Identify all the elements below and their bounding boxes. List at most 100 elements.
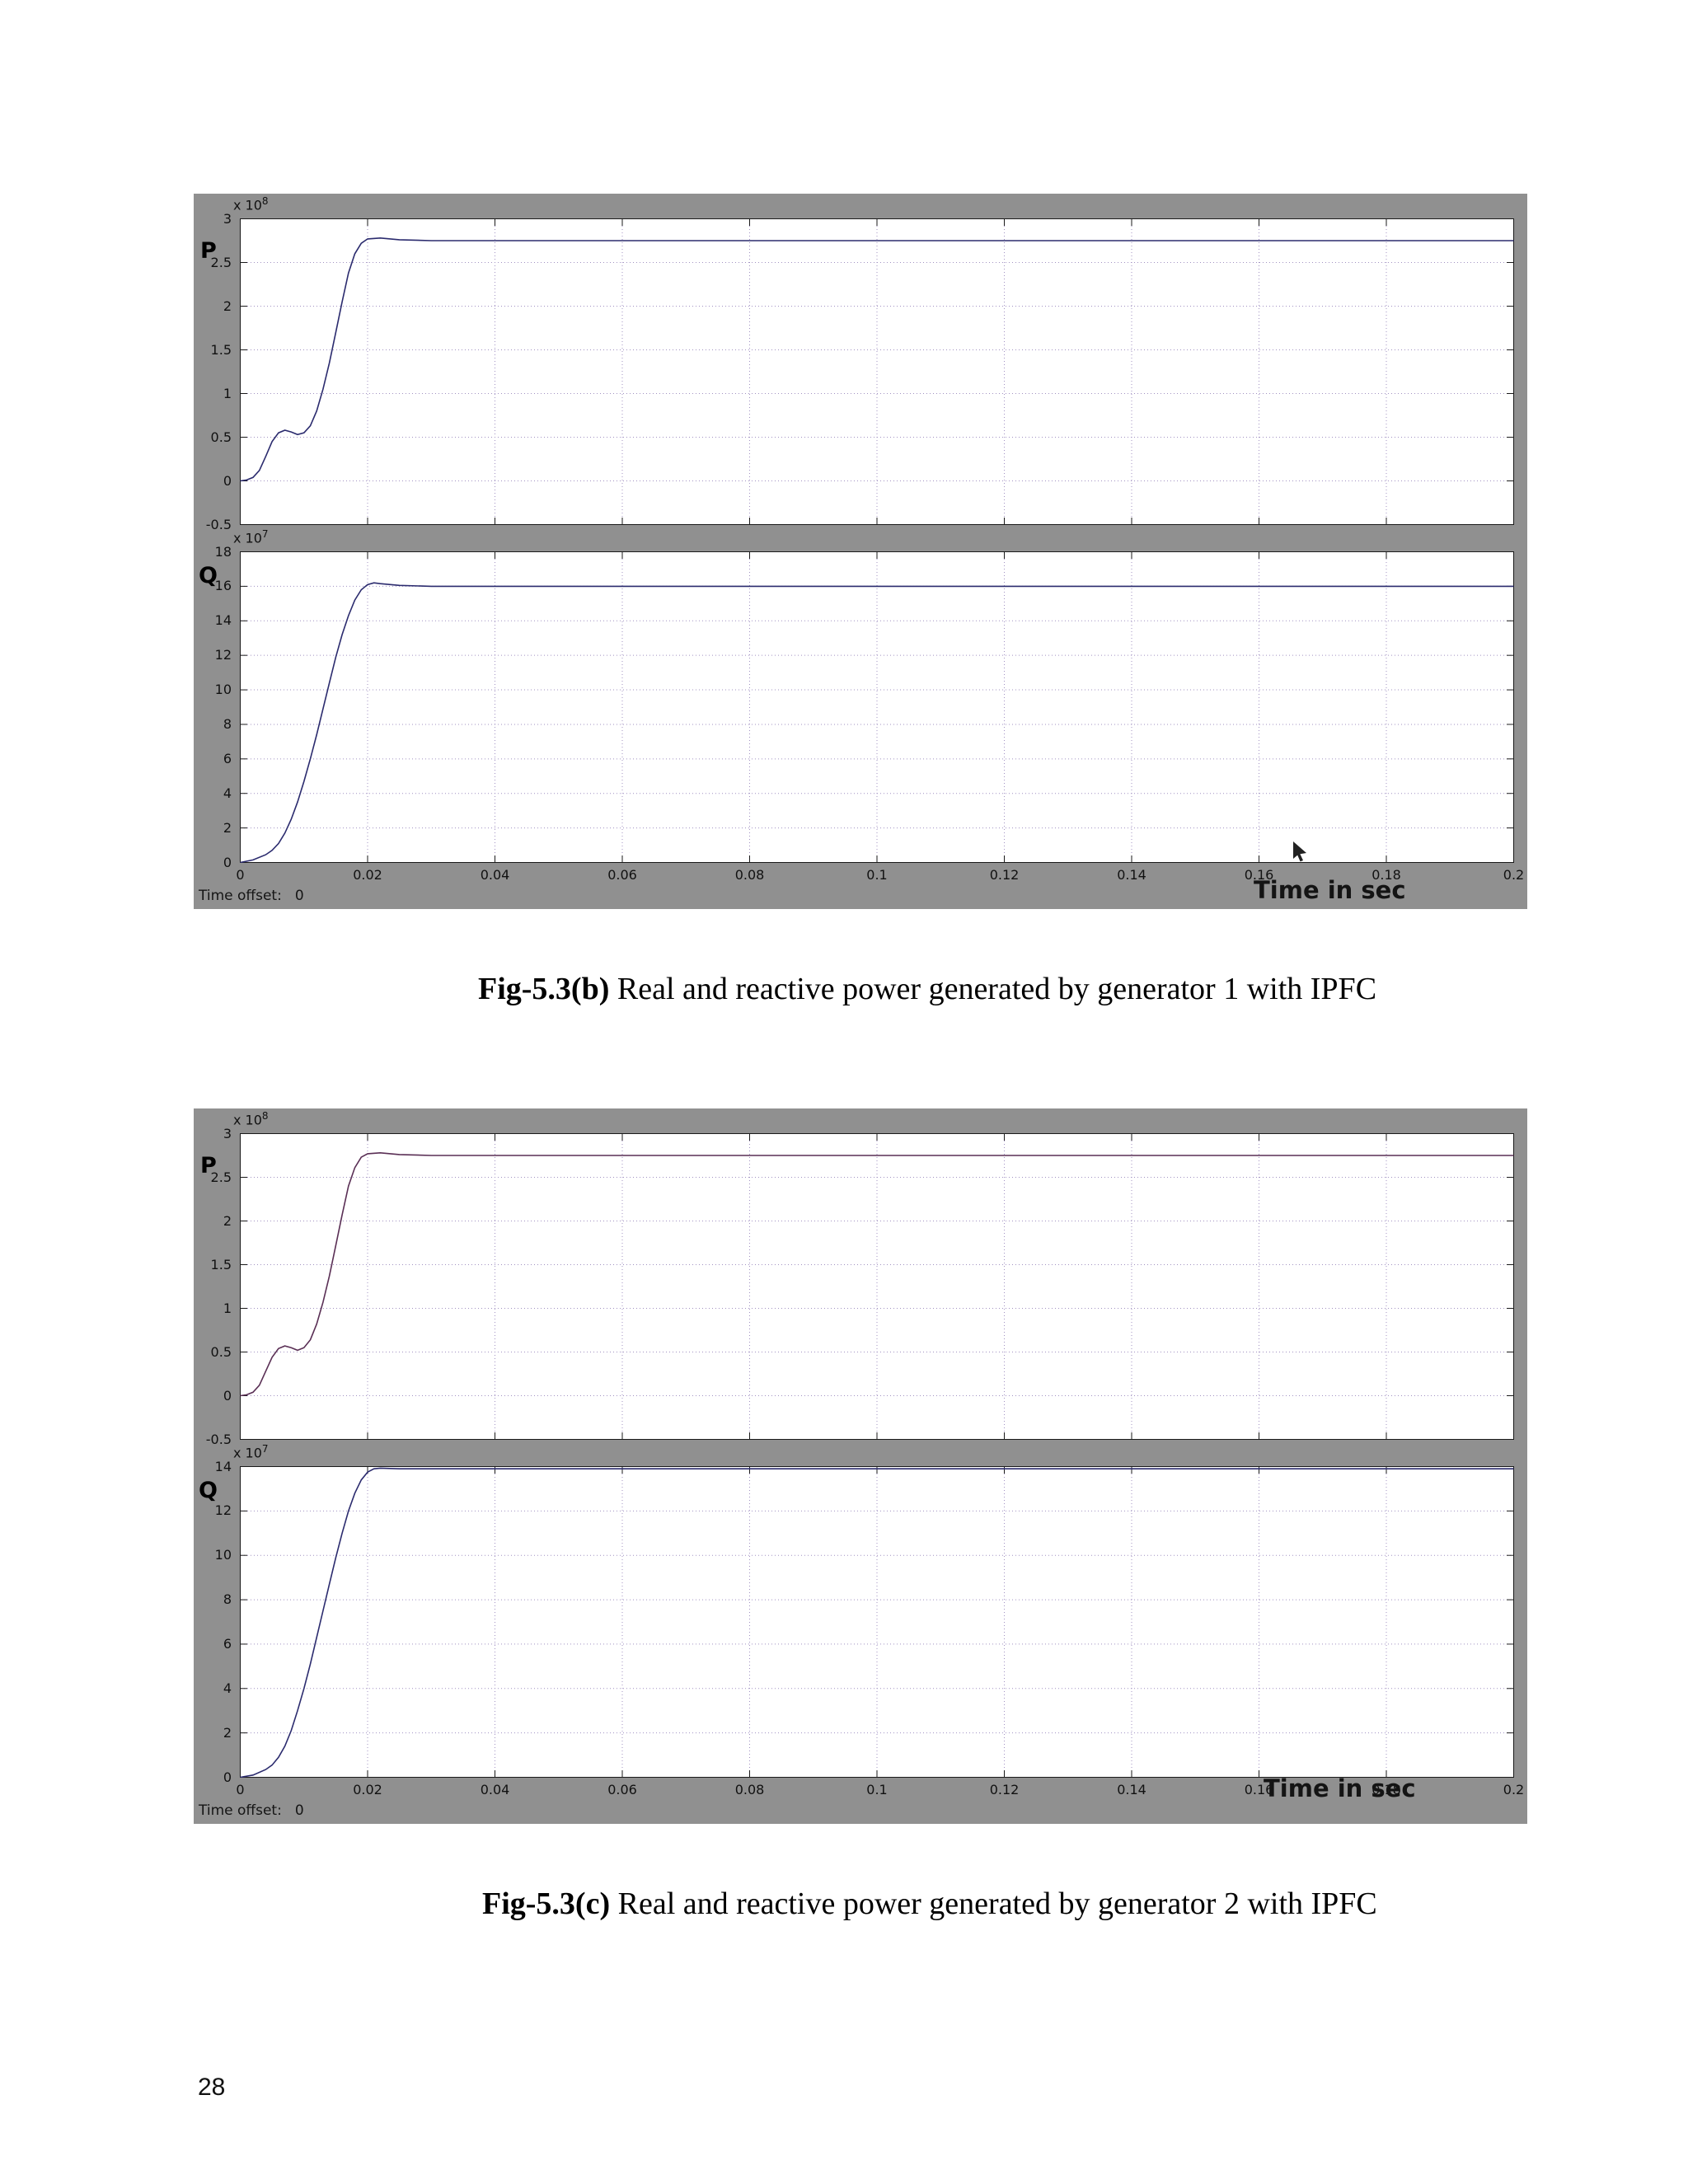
x-tick-label: 0.02 (353, 867, 382, 883)
y-tick-label: -0.5 (205, 1431, 232, 1447)
grid-lines (241, 552, 1513, 862)
time-offset-value: 0 (294, 888, 304, 904)
caption-text: Real and reactive power generated by gen… (610, 1886, 1377, 1921)
x-tick-label: 0.14 (1117, 867, 1146, 883)
x-tick-label: 0.2 (1503, 867, 1525, 883)
x-axis-label: Time in sec (1264, 1774, 1416, 1802)
y-tick-label: 6 (223, 1635, 232, 1652)
plot-area (240, 218, 1514, 525)
x-tick-label: 0.2 (1503, 1782, 1525, 1797)
exponent-power: 7 (261, 528, 269, 540)
y-tick-label: 6 (223, 750, 232, 766)
y-tick-label: 2 (223, 819, 232, 836)
y-tick-label: 1.5 (210, 1256, 232, 1272)
x-tick-label: 0.12 (989, 1782, 1020, 1797)
y-tick-label: 8 (223, 1591, 232, 1608)
subplot-real-power: x 108 P 3 2.5 2 1.5 1 0.5 0 -0.5 (200, 195, 1514, 532)
x-tick-label: 0.08 (734, 867, 765, 883)
axes-frame (240, 1133, 1514, 1440)
figure-caption-c: Fig-5.3(c) Real and reactive power gener… (482, 1886, 1377, 1922)
y-tick-label: 0 (223, 472, 232, 489)
signal-curve-q (240, 582, 1514, 863)
plot-area (240, 1133, 1514, 1440)
exponent-power: 8 (261, 1110, 269, 1122)
time-offset: Time offset: 0 (199, 1802, 304, 1819)
x-tick-label: 0.12 (989, 867, 1020, 883)
caption-label: Fig-5.3(c) (482, 1886, 611, 1921)
y-tick-label: 0.5 (210, 1343, 232, 1360)
exponent-base: x 10 (233, 530, 262, 546)
grid-lines (241, 219, 1513, 524)
grid-lines (241, 1134, 1513, 1439)
y-tick-label: 18 (214, 543, 232, 560)
y-axis-label-p: P (200, 238, 217, 264)
y-tick-label: 14 (214, 1458, 232, 1474)
y-axis-label-q: Q (199, 1478, 218, 1503)
y-tick-label: 2.5 (210, 1169, 232, 1185)
y-axis-label-q: Q (199, 563, 218, 588)
scope-window-generator2: x 108 P 3 2.5 2 1.5 1 0.5 0 -0.5 x 107 Q 14 12 10… (194, 1108, 1527, 1824)
time-offset-label: Time offset: (199, 888, 282, 904)
x-axis-label: Time in sec (1254, 876, 1406, 904)
signal-curve-p (240, 237, 1514, 482)
y-tick-label: 3 (223, 210, 232, 227)
y-tick-label: 12 (214, 647, 232, 663)
exponent-label: x 107 (233, 528, 269, 546)
x-tick-label: 0.16 (1244, 867, 1274, 883)
exponent-power: 7 (261, 1443, 269, 1455)
x-tick-label: 0.16 (1244, 1782, 1274, 1797)
x-tick-label: 0.04 (480, 867, 510, 883)
exponent-power: 8 (261, 195, 269, 207)
y-tick-label: 0 (223, 1387, 232, 1404)
time-offset: Time offset: 0 (199, 888, 304, 904)
y-tick-label: 0 (223, 1769, 232, 1785)
x-tick-label: 0.08 (734, 1782, 765, 1797)
y-axis-label-p: P (200, 1153, 217, 1179)
y-tick-label: 4 (223, 785, 232, 801)
exponent-label: x 108 (233, 195, 269, 213)
x-tick-label: 0.04 (480, 1782, 510, 1797)
plot-canvas (240, 1466, 1514, 1778)
subplot-reactive-power: x 107 Q 18 16 14 12 10 8 6 4 2 0 0 0.02 0.04 0.06 0.0… (199, 528, 1524, 883)
grid-lines (241, 1467, 1513, 1777)
y-tick-label: 10 (214, 1547, 232, 1563)
plot-area (240, 1466, 1514, 1778)
signal-curve-p (240, 1151, 1514, 1397)
x-tick-label: 0.02 (353, 1782, 382, 1797)
y-tick-label: 2 (223, 298, 232, 314)
y-tick-labels: 3 2.5 2 1.5 1 0.5 0 -0.5 (197, 1126, 237, 1446)
axes-frame (240, 551, 1514, 863)
time-offset-value: 0 (294, 1802, 304, 1819)
exponent-base: x 10 (233, 197, 262, 213)
caption-text: Real and reactive power generated by gen… (609, 972, 1377, 1006)
mouse-cursor-icon (1293, 841, 1306, 862)
y-tick-label: 16 (214, 578, 232, 594)
plot-area (240, 551, 1514, 863)
y-tick-label: 2.5 (210, 254, 232, 270)
y-tick-label: 0.5 (210, 429, 232, 445)
page-number: 28 (198, 2074, 226, 2101)
x-tick-label: 0.06 (607, 1782, 637, 1797)
y-tick-label: 4 (223, 1680, 232, 1696)
y-tick-label: 1 (223, 1300, 232, 1316)
y-tick-label: 12 (214, 1502, 232, 1519)
axes-frame (240, 1466, 1514, 1778)
exponent-base: x 10 (233, 1445, 262, 1461)
figure-caption-b: Fig-5.3(b) Real and reactive power gener… (478, 971, 1376, 1007)
x-tick-label: 0 (236, 867, 245, 883)
x-tick-label: 0.18 (1372, 867, 1401, 883)
y-tick-label: 8 (223, 715, 232, 732)
x-tick-label: 0.1 (866, 1782, 888, 1797)
y-tick-labels: 14 12 10 8 6 4 2 0 (197, 1459, 237, 1784)
plot-canvas (240, 218, 1514, 525)
signal-curve-q (240, 1467, 1514, 1778)
exponent-base: x 10 (233, 1112, 262, 1128)
y-tick-label: 1 (223, 385, 232, 401)
x-tick-label: 0.18 (1372, 1782, 1401, 1797)
exponent-label: x 108 (233, 1110, 269, 1127)
caption-label: Fig-5.3(b) (478, 972, 610, 1006)
x-tick-labels: 0 0.02 0.04 0.06 0.08 0.1 0.12 0.14 0.16 0.18 0.2 (236, 863, 1524, 888)
x-tick-label: 0 (236, 1782, 245, 1797)
y-tick-labels: 3 2.5 2 1.5 1 0.5 0 -0.5 (197, 211, 237, 532)
